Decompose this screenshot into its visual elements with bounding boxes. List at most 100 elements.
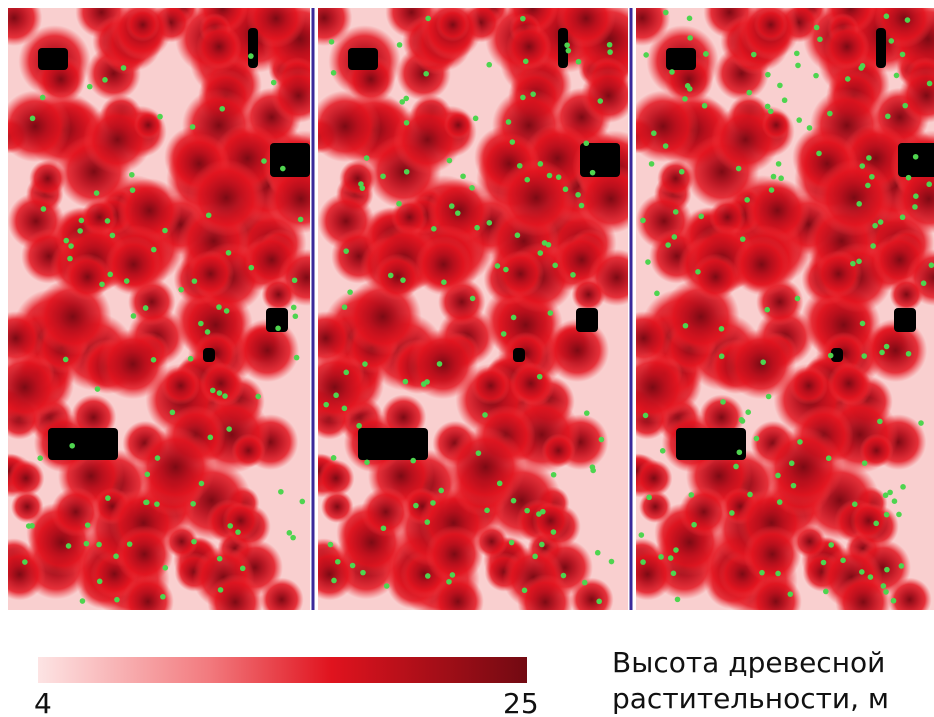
canopy [621,548,673,600]
canopy [232,434,266,468]
tree-top [438,488,444,494]
tree-top [859,569,865,575]
tree-top [425,573,431,579]
tree-top [906,175,912,181]
tree-top [384,583,390,589]
tree-top [343,248,349,254]
tree-top [441,279,447,285]
no-data [248,28,258,68]
tree-top [275,325,281,331]
tree-top [460,173,466,179]
tree-top [26,523,32,529]
tree-top [551,472,557,478]
tree-top [356,423,362,429]
tree-top [160,594,166,600]
tree-top [759,570,765,576]
tree-top [226,250,232,256]
tree-top [771,174,777,180]
tree-top [517,163,523,169]
tree-top [298,217,304,223]
tree-top [751,52,757,58]
tree-top [879,350,885,356]
tree-top [80,598,86,604]
tree-top [178,287,184,293]
tree-top [739,417,745,423]
canopy [105,236,162,293]
tree-top [388,273,394,279]
tree-top [868,574,874,580]
canopy [571,277,605,311]
tree-top [660,448,666,454]
tree-top [673,547,679,553]
tree-top [760,359,766,365]
canopy [498,159,575,236]
canopy [7,460,44,497]
tree-top [474,225,480,231]
tree-top [380,173,386,179]
tree-top [737,449,743,455]
tree-top [926,181,932,187]
tree-top [878,219,884,225]
tree-top [729,510,735,516]
tree-top [222,393,228,399]
tree-top [227,523,233,529]
tree-top [795,63,801,69]
tree-top [817,36,823,42]
canopy [517,574,573,630]
colorbar [38,657,527,683]
tree-top [506,119,512,125]
tree-top [789,460,795,466]
canopy [446,427,526,507]
tree-top [37,455,43,461]
tree-top [687,16,693,22]
tree-top [813,73,819,79]
tree-top [342,304,348,310]
tree-top [191,539,197,545]
tree-top [335,559,341,565]
tree-top [515,232,521,238]
no-data [894,308,916,332]
tree-top [884,344,890,350]
tree-top [473,116,479,122]
map-panel [614,0,934,630]
tree-top [290,535,296,541]
tree-top [470,296,476,302]
tree-top [205,329,211,335]
tree-top [323,402,329,408]
canopy [743,525,801,583]
tree-top [691,522,697,528]
tree-top [293,313,299,319]
tree-top [397,42,403,48]
tree-top [643,413,649,419]
tree-top [69,443,75,449]
figure: 4 25 Высота древесной растительности, м [0,0,934,717]
tree-top [522,588,528,594]
tree-top [775,473,781,479]
tree-top [291,305,297,311]
tree-top [768,108,774,114]
tree-top [643,52,649,58]
tree-top [87,84,93,90]
tree-top [899,563,905,569]
canopy [679,487,729,537]
tree-top [294,355,300,361]
tree-top [278,489,284,495]
tree-top [469,185,475,191]
tree-top [639,532,645,538]
tree-top [170,410,176,416]
tree-top [524,508,530,514]
no-data [676,428,746,460]
tree-top [350,563,356,569]
tree-top [596,599,602,605]
tree-top [329,39,335,45]
no-data [358,428,428,460]
tree-top [556,174,562,180]
tree-top [856,201,862,207]
tree-top [852,501,858,507]
tree-top [79,218,85,224]
tree-top [896,512,902,518]
tree-top [280,166,286,172]
tree-top [823,589,829,595]
tree-top [510,139,516,145]
tree-top [583,140,589,146]
